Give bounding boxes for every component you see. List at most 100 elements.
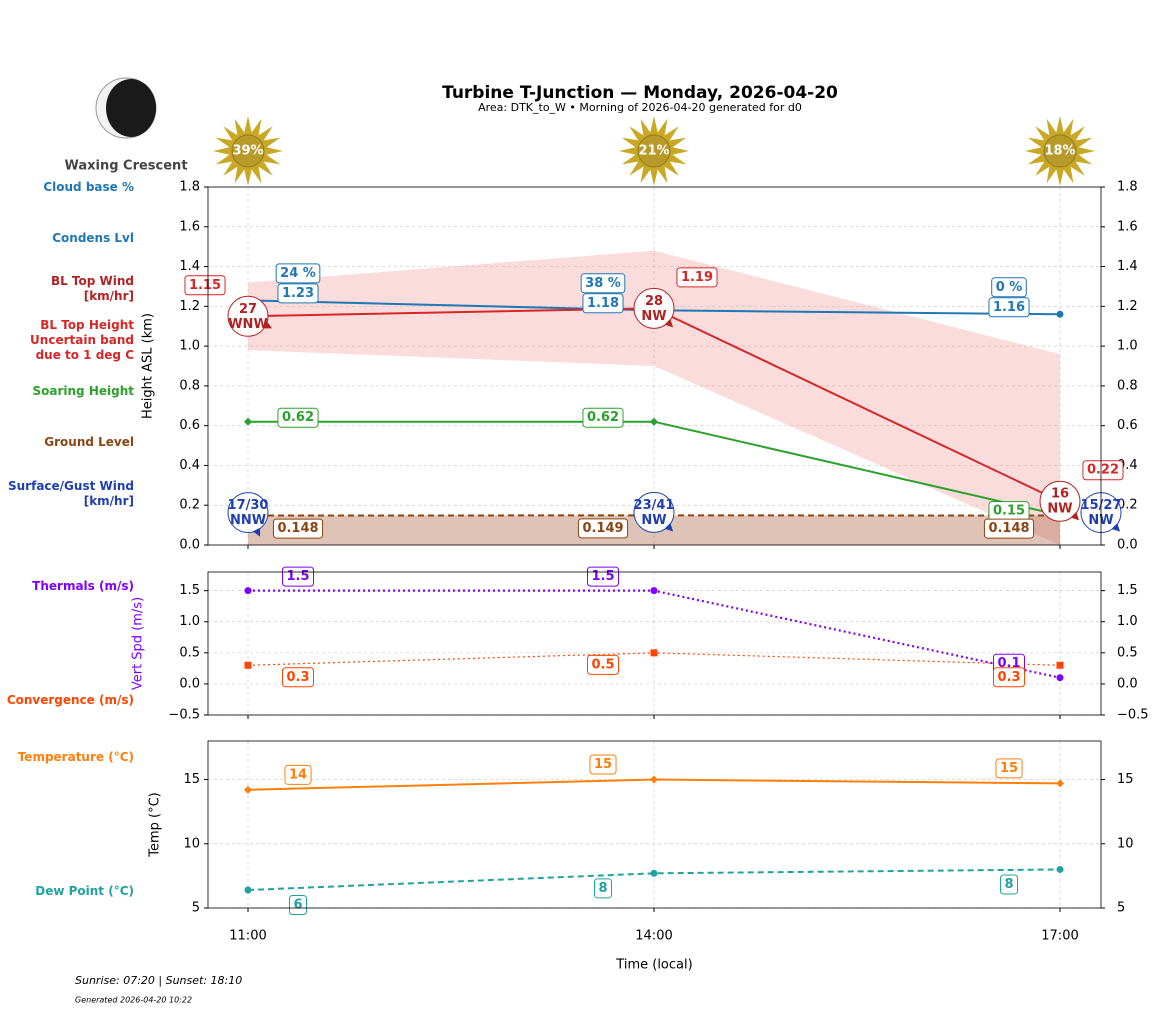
legend-label: Uncertain band due to 1 deg C [30,333,134,362]
y2-tick-label: 1.2 [1117,299,1138,314]
data-label: 15 [1000,761,1018,776]
y-tick-label: 1.0 [179,339,200,354]
label-box [577,518,629,539]
sun-label: 18% [1044,144,1075,159]
label-box [272,518,324,539]
data-label: 0.62 [282,410,314,425]
legend-label: Temperature (°C) [17,750,134,764]
marker [244,587,252,595]
marker [1056,779,1064,788]
legend-label: Dew Point (°C) [35,884,134,898]
y2-tick-label: 0.6 [1117,418,1138,433]
legend-label: BL Top Height [40,318,134,332]
marker [244,886,252,894]
wind-arrow [1111,523,1121,532]
data-label: 0.15 [993,504,1025,519]
y-axis-label: Vert Spd (m/s) [131,597,146,690]
marker [1056,674,1064,682]
sun-label: 39% [232,144,263,159]
chart-title: Turbine T-Junction — Monday, 2026-04-20 [442,83,838,103]
y2-tick-label: 1.0 [1117,614,1138,629]
cloud-base-label: 38 % [585,276,621,291]
wind-speed: 28 [645,294,663,309]
marker [1056,865,1064,873]
label-box [995,758,1023,779]
series-line [247,868,1061,892]
wind-arrow [263,321,273,329]
y2-tick-label: 0.2 [1117,498,1138,513]
data-label: 8 [598,881,607,896]
x-tick-label: 14:00 [635,929,672,944]
label-box [582,293,624,314]
y2-tick-label: 1.0 [1117,339,1138,354]
wind-circle [227,295,269,337]
moon-phase: Waxing Crescent [64,159,187,174]
data-label: 1.18 [587,296,619,311]
marker [1056,661,1064,669]
sun [1043,134,1077,168]
y-tick-label: 1.4 [179,259,200,274]
y-tick-label: 0.5 [179,645,200,660]
label-box [281,667,315,688]
data-label: 15 [594,757,612,772]
wind-direction: NW [641,309,666,324]
uncertainty-band [248,250,1060,545]
marker [650,649,658,657]
label-box [676,267,718,288]
y2-tick-label: −0.5 [1117,708,1149,723]
y-tick-label: 1.6 [179,219,200,234]
y2-tick-label: 1.8 [1117,180,1138,195]
data-label: 6 [293,898,302,913]
data-label: 8 [1004,877,1013,892]
y-tick-label: 1.8 [179,180,200,195]
wind-speed: 27 [239,302,257,317]
data-label: 1.16 [993,300,1025,315]
label-box [580,273,626,294]
wind-direction: NNW [230,513,266,528]
wind-circle [633,491,675,533]
y-tick-label: 0.8 [179,378,200,393]
wind-speed: 23/41 [634,498,675,513]
cloud-base-label: 24 % [280,266,316,281]
label-box [589,754,617,775]
y-tick-label: 0.0 [179,538,200,553]
wind-direction: WNW [228,317,268,332]
y-tick-label: 1.2 [179,299,200,314]
wind-circle [633,287,675,329]
y2-tick-label: 0.8 [1117,378,1138,393]
y-tick-label: 1.0 [179,614,200,629]
marker [650,587,658,595]
y-tick-label: 10 [183,836,200,851]
data-label: 0.5 [591,657,614,672]
wind-arrow [1070,511,1080,521]
label-box [277,283,319,304]
marker [650,869,658,877]
plot-frame [207,740,1102,909]
sun-times: Sunrise: 07:20 | Sunset: 18:10 [75,974,242,987]
legend-label: Condens Lvl [52,231,134,245]
marker [244,417,252,426]
data-label: 1.23 [282,286,314,301]
wind-circle [227,492,269,534]
data-label: 0.148 [277,521,318,536]
y2-tick-label: 15 [1117,772,1134,787]
wind-arrow [252,527,261,537]
label-box [593,878,613,899]
label-box [184,275,226,296]
data-label: 0.62 [587,410,619,425]
wind-arrow [664,318,674,328]
y2-tick-label: 1.5 [1117,583,1138,598]
sun [231,134,265,168]
legend-label: Ground Level [44,435,134,449]
y-tick-label: 0.6 [179,418,200,433]
y-tick-label: 0.0 [179,676,200,691]
data-label: 0.22 [1087,463,1119,478]
label-box [1082,460,1124,481]
y-tick-label: 1.5 [179,583,200,598]
wind-direction: NW [1047,502,1072,517]
y-tick-label: 0.4 [179,458,200,473]
marker [650,417,658,426]
data-label: 1.15 [189,278,221,293]
